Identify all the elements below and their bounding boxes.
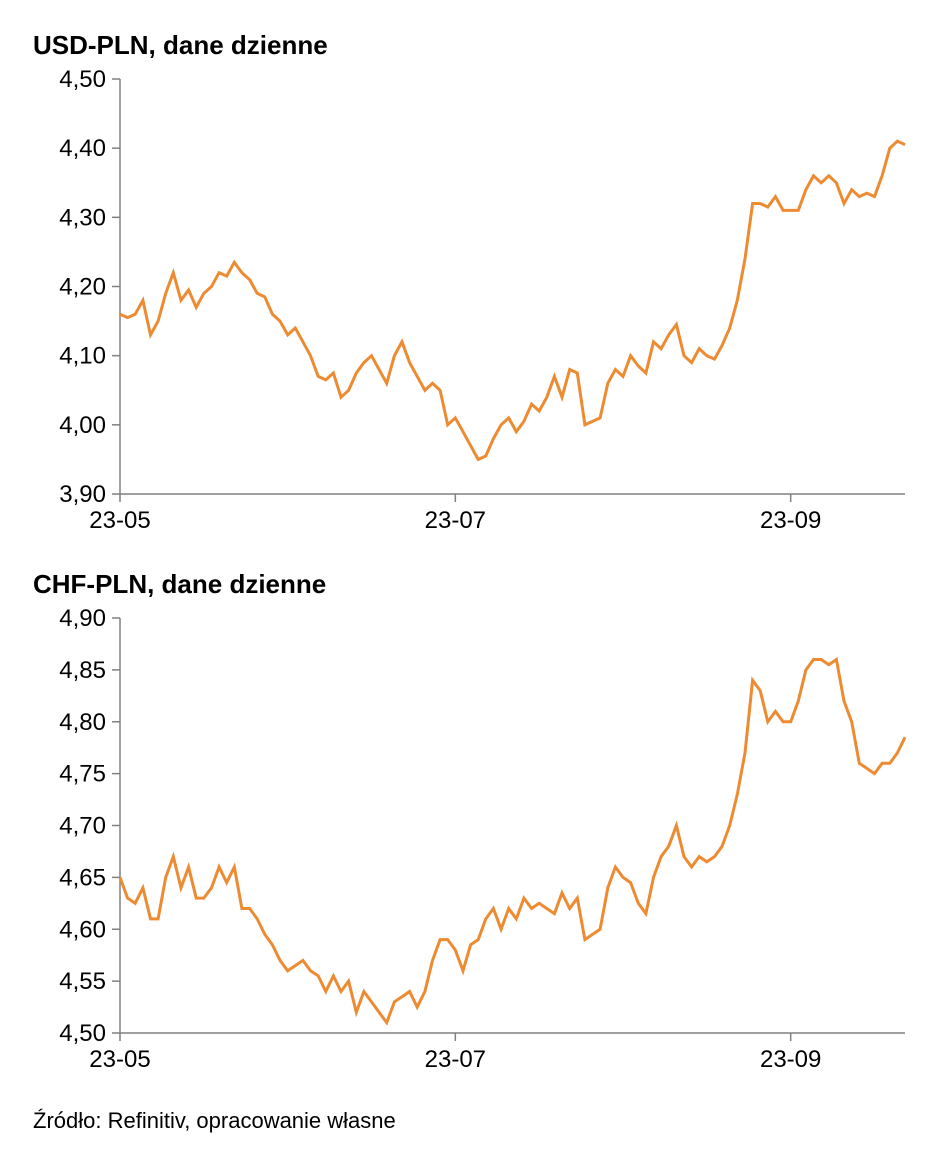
y-tick-label: 4,65 xyxy=(59,864,106,891)
x-tick-label: 23-07 xyxy=(425,507,486,534)
y-tick-label: 3,90 xyxy=(59,481,106,508)
y-tick-label: 4,80 xyxy=(59,709,106,736)
y-tick-label: 4,90 xyxy=(59,608,106,632)
y-tick-label: 4,10 xyxy=(59,343,106,370)
y-tick-label: 4,85 xyxy=(59,657,106,684)
x-tick-label: 23-05 xyxy=(89,507,150,534)
y-tick-label: 4,50 xyxy=(59,69,106,93)
y-tick-label: 4,55 xyxy=(59,968,106,995)
y-tick-label: 4,60 xyxy=(59,916,106,943)
chart-plot-area: 4,50 4,55 4,60 4,65 4,70 4,75 4,80 4,85 4,90 23-0… xyxy=(25,608,917,1083)
y-tick-label: 4,75 xyxy=(59,761,106,788)
x-tick-label: 23-07 xyxy=(425,1046,486,1073)
chart-svg: 4,50 4,55 4,60 4,65 4,70 4,75 4,80 4,85 4,90 23-0… xyxy=(25,608,917,1078)
x-tick-label: 23-09 xyxy=(760,1046,821,1073)
chart-block-1: CHF-PLN, dane dzienne 4,50 4,55 4,60 4,65 4,7… xyxy=(25,569,917,1083)
y-tick-label: 4,20 xyxy=(59,274,106,301)
chart-svg: 3,90 4,00 4,10 4,20 4,30 4,40 4,50 23-05 23-07 23… xyxy=(25,69,917,539)
line-series xyxy=(120,660,905,1023)
x-tick-label: 23-05 xyxy=(89,1046,150,1073)
chart-block-0: USD-PLN, dane dzienne 3,90 4,00 4,10 4,20 4,3… xyxy=(25,30,917,544)
chart-title: USD-PLN, dane dzienne xyxy=(33,30,917,61)
y-tick-label: 4,70 xyxy=(59,813,106,840)
line-series xyxy=(120,141,905,459)
source-footer: Źródło: Refinitiv, opracowanie własne xyxy=(33,1108,917,1134)
y-tick-label: 4,50 xyxy=(59,1020,106,1047)
x-tick-label: 23-09 xyxy=(760,507,821,534)
y-tick-label: 4,40 xyxy=(59,135,106,162)
y-tick-label: 4,00 xyxy=(59,412,106,439)
chart-title: CHF-PLN, dane dzienne xyxy=(33,569,917,600)
y-tick-label: 4,30 xyxy=(59,204,106,231)
chart-plot-area: 3,90 4,00 4,10 4,20 4,30 4,40 4,50 23-05 23-07 23… xyxy=(25,69,917,544)
